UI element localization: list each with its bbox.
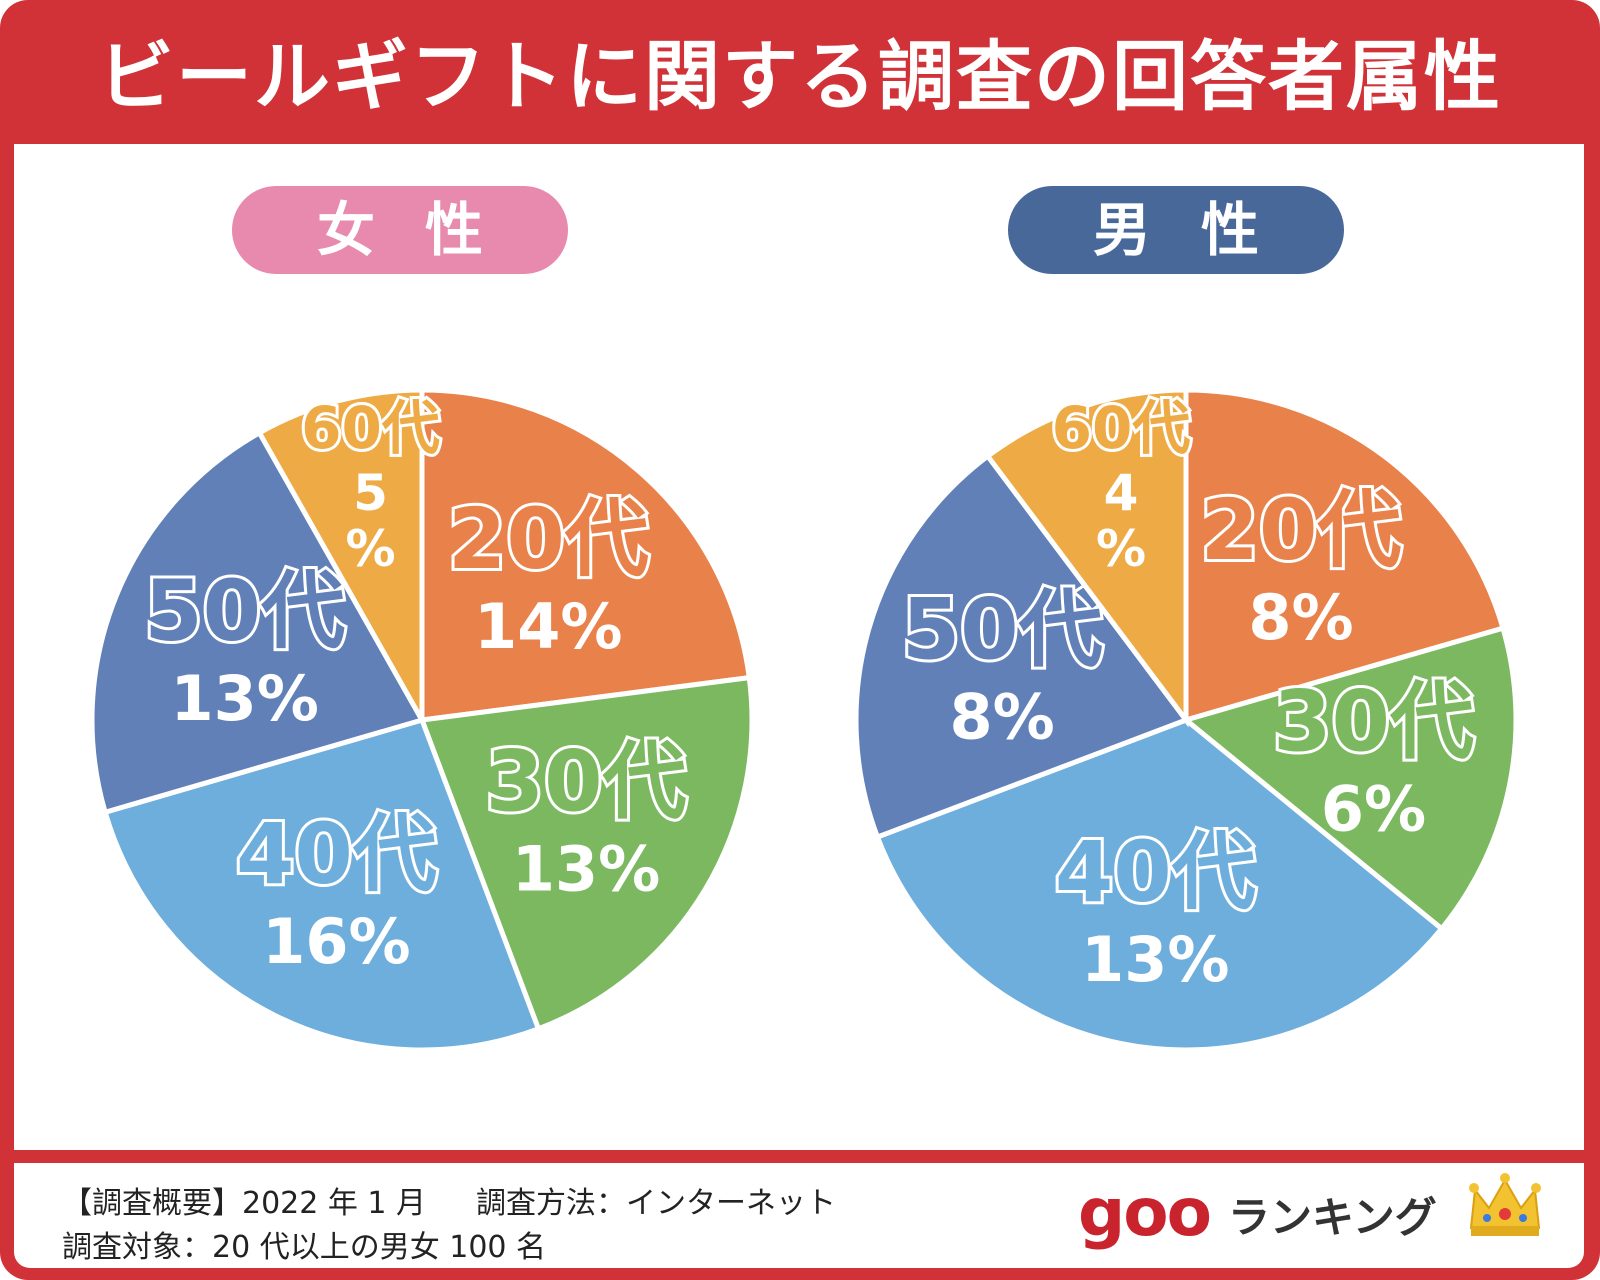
crown-icon (1469, 1173, 1541, 1236)
male-slice-20代 (1183, 387, 1507, 724)
female-value-label: 14% (474, 590, 622, 663)
male-slice-60代 (984, 387, 1189, 728)
goo-ranking-logo: goo ランキング (1078, 1178, 1458, 1258)
male-value-label: 13% (1081, 923, 1229, 996)
male-category-label: 60代 (1052, 394, 1191, 462)
male-category-label: 20代 (1201, 481, 1402, 579)
brand-ranking: ランキング (1228, 1193, 1437, 1242)
female-slice-50代 (89, 429, 426, 816)
male-label: 男性 (1008, 186, 1344, 274)
female-value-label: % (345, 520, 395, 578)
male-category-label: 50代 (902, 581, 1103, 679)
female-label: 女性 (232, 186, 568, 274)
survey-summary: 【調査概要】2022 年 1 月 (62, 1186, 427, 1221)
male-value-label: 8% (950, 681, 1055, 754)
male-category-label: 30代 (1273, 672, 1474, 770)
male-value-label: 4 (1104, 464, 1139, 522)
female-category-label: 60代 (301, 394, 440, 462)
male-value-label: 6% (1321, 772, 1426, 845)
female-value-label: 5 (353, 464, 388, 522)
female-category-label: 20代 (448, 490, 649, 588)
female-value-label: 16% (262, 905, 410, 978)
female-category-label: 50代 (144, 562, 345, 660)
female-category-label: 40代 (236, 805, 437, 903)
chart-title: ビールギフトに関する調査の回答者属性 (98, 32, 1502, 121)
male-value-label: 8% (1248, 581, 1353, 654)
brand-goo: goo (1078, 1174, 1212, 1251)
female-value-label: 13% (512, 833, 660, 906)
female-slice-20代 (419, 387, 753, 723)
female-value-label: 13% (170, 662, 318, 735)
female-slice-40代 (102, 716, 542, 1053)
male-value-label: % (1096, 520, 1146, 578)
male-slice-50代 (853, 452, 1190, 841)
male-category-label: 40代 (1055, 823, 1256, 921)
male-slice-30代 (1180, 625, 1519, 933)
female-category-label: 30代 (486, 733, 687, 831)
footer-panel (14, 1163, 1584, 1268)
male-slice-40代 (874, 717, 1446, 1053)
survey-target: 調査対象：20 代以上の男女 100 名 (62, 1230, 547, 1265)
survey-method: 調査方法：インターネット (476, 1186, 836, 1221)
female-slice-30代 (418, 674, 755, 1033)
female-slice-60代 (256, 387, 425, 730)
